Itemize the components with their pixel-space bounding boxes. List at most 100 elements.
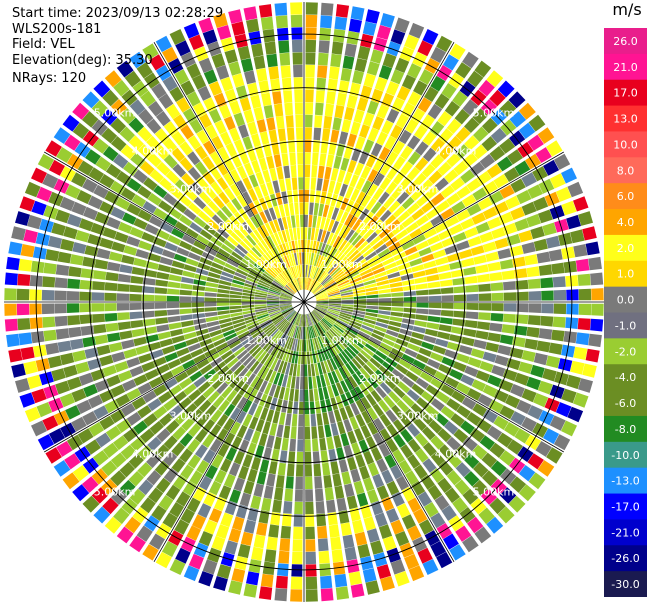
velocity-cell <box>104 313 118 322</box>
velocity-cell <box>236 194 248 208</box>
velocity-cell <box>48 191 64 207</box>
velocity-cell <box>464 117 480 133</box>
velocity-cell <box>318 40 330 54</box>
velocity-cell <box>120 187 136 201</box>
velocity-cell <box>305 539 316 552</box>
velocity-cell <box>207 547 222 563</box>
colorbar-tick-label: 6.0 <box>617 190 635 203</box>
velocity-cell <box>74 141 91 158</box>
velocity-cell <box>301 351 304 365</box>
velocity-cell <box>334 222 344 235</box>
velocity-cell <box>313 463 322 477</box>
velocity-cell <box>470 348 485 359</box>
velocity-cell <box>255 333 267 344</box>
velocity-cell <box>306 314 311 327</box>
velocity-cell <box>93 184 109 199</box>
velocity-cell <box>462 51 479 69</box>
velocity-cell <box>205 316 219 323</box>
velocity-cell <box>273 372 281 385</box>
velocity-cell <box>327 246 335 259</box>
velocity-cell <box>90 222 106 236</box>
velocity-cell <box>316 413 323 426</box>
velocity-cell <box>436 64 453 81</box>
velocity-cell <box>419 179 434 193</box>
velocity-cell <box>422 131 437 146</box>
velocity-cell <box>370 389 382 403</box>
velocity-cell <box>320 374 327 388</box>
velocity-cell <box>425 185 440 199</box>
velocity-cell <box>331 250 341 262</box>
velocity-cell <box>413 80 428 96</box>
velocity-cell <box>422 458 437 473</box>
velocity-cell <box>374 76 388 92</box>
velocity-cell <box>304 239 307 253</box>
velocity-cell <box>402 313 416 319</box>
velocity-cell <box>203 140 216 155</box>
velocity-cell <box>218 284 231 290</box>
velocity-cell <box>101 108 118 126</box>
velocity-cell <box>490 460 507 477</box>
velocity-cell <box>171 147 186 162</box>
velocity-cell <box>448 515 465 532</box>
velocity-cell <box>525 153 542 170</box>
velocity-cell <box>305 102 314 115</box>
velocity-cell <box>149 420 164 435</box>
velocity-cell <box>53 410 70 426</box>
velocity-cell <box>449 261 463 270</box>
velocity-cell <box>360 165 372 180</box>
velocity-cell <box>235 268 249 277</box>
velocity-cell <box>251 430 261 445</box>
velocity-cell <box>367 376 379 389</box>
velocity-cell <box>183 264 197 273</box>
velocity-cell <box>133 218 148 230</box>
velocity-cell <box>570 229 585 244</box>
velocity-cell <box>128 471 144 487</box>
velocity-cell <box>306 277 311 290</box>
velocity-cell <box>156 324 170 333</box>
velocity-cell <box>333 561 346 575</box>
velocity-cell <box>119 108 136 125</box>
velocity-cell <box>304 451 312 465</box>
velocity-cell <box>388 276 402 284</box>
velocity-cell <box>533 393 549 408</box>
velocity-cell <box>197 262 211 271</box>
velocity-cell <box>367 339 380 349</box>
velocity-cell <box>197 381 211 394</box>
velocity-cell <box>166 302 180 309</box>
velocity-cell <box>543 159 560 176</box>
velocity-cell <box>352 70 364 85</box>
velocity-cell <box>241 370 253 383</box>
velocity-cell <box>405 470 419 486</box>
velocity-cell <box>351 442 362 456</box>
velocity-cell <box>281 153 289 167</box>
velocity-cell <box>180 464 194 480</box>
velocity-cell <box>233 112 245 127</box>
velocity-cell <box>350 468 361 483</box>
velocity-cell <box>251 43 264 58</box>
velocity-cell <box>487 261 501 272</box>
velocity-cell <box>300 376 304 390</box>
velocity-cell <box>440 405 455 419</box>
velocity-cell <box>102 146 119 162</box>
velocity-cell <box>489 89 506 107</box>
velocity-cell <box>300 227 304 240</box>
velocity-cell <box>195 268 209 276</box>
velocity-cell <box>323 475 333 489</box>
velocity-cell <box>335 253 346 265</box>
velocity-cell <box>296 451 304 465</box>
velocity-cell <box>390 69 405 85</box>
velocity-cell <box>310 177 317 190</box>
velocity-cell <box>341 365 351 378</box>
velocity-cell <box>207 200 220 214</box>
velocity-cell <box>328 292 341 297</box>
velocity-cell <box>262 169 271 183</box>
velocity-cell <box>230 231 242 244</box>
velocity-cell <box>290 576 303 590</box>
velocity-cell <box>371 373 383 385</box>
start-time-value: 2023/09/13 02:28:29 <box>85 6 224 21</box>
velocity-cell <box>482 409 498 424</box>
velocity-cell <box>308 376 313 390</box>
velocity-cell <box>4 288 17 301</box>
velocity-cell <box>183 22 200 39</box>
velocity-cell <box>335 209 344 222</box>
